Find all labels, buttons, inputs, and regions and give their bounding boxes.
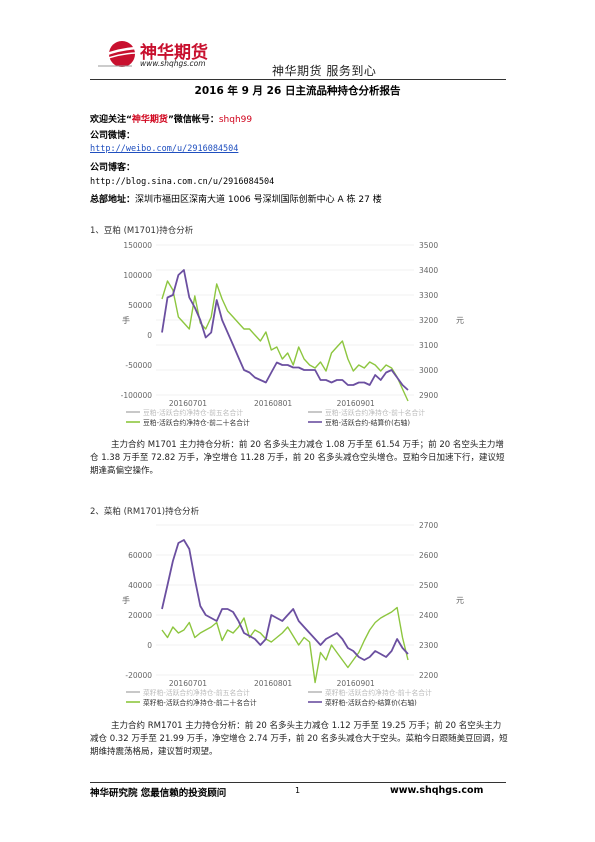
- y2-tick-label: 3100: [419, 341, 438, 350]
- address-line: 总部地址：深圳市福田区深南大道 1006 号深圳国际创新中心 A 栋 27 楼: [90, 195, 382, 205]
- series-line-settlement-price: [161, 539, 409, 661]
- x-tick-label: 20160901: [337, 679, 375, 688]
- y-tick-label: -100000: [121, 391, 153, 400]
- y2-tick-label: 3200: [419, 316, 438, 325]
- x-tick-label: 20160701: [169, 399, 207, 408]
- legend-label: 菜籽粕-活跃合约-结算价(右轴): [325, 698, 417, 707]
- logo-text: 神华期货: [140, 43, 208, 63]
- chart-soymeal-svg: 3500 3400 3300 3200 3100 3000 2900 150000 100000…: [118, 237, 466, 429]
- header-slogan: 神华期货 服务到心: [272, 64, 377, 78]
- legend-label: 豆粕-活跃合约净持仓-前五名合计: [143, 408, 243, 417]
- legend-label: 豆粕-活跃合约净持仓-前十名合计: [325, 408, 425, 417]
- report-title: 2016 年 9 月 26 日主流品种持仓分析报告: [194, 85, 401, 97]
- blog-url[interactable]: http://blog.sina.com.cn/u/2916084504: [90, 177, 275, 187]
- y2-tick-label: 2200: [419, 671, 438, 680]
- footer-url[interactable]: www.shqhgs.com: [390, 785, 484, 796]
- y-tick-label: 40000: [128, 581, 152, 590]
- y2-tick-label: 2500: [419, 581, 438, 590]
- x-tick-label: 20160801: [254, 399, 292, 408]
- chart-rapeseed: 2700 2600 2500 2400 2300 2200 60000 40000 20000 0…: [118, 517, 466, 709]
- y2-axis-label: 元: [456, 596, 464, 605]
- y-tick-label: 0: [147, 331, 152, 340]
- chart-soymeal: 3500 3400 3300 3200 3100 3000 2900 150000 100000…: [118, 237, 466, 429]
- y-tick-label: 100000: [123, 271, 152, 280]
- header-divider: [90, 79, 506, 80]
- wechat-brand: 神华期货: [131, 115, 168, 125]
- chart-rapeseed-svg: 2700 2600 2500 2400 2300 2200 60000 40000 20000 0…: [118, 517, 466, 709]
- wechat-line: 欢迎关注“神华期货”微信帐号：shqh99: [90, 115, 253, 125]
- y-axis-label: 手: [122, 595, 130, 605]
- legend-label: 豆粕-活跃合约净持仓-前二十名合计: [143, 418, 250, 427]
- y-axis-label: 手: [122, 315, 130, 325]
- series-line-net-position: [161, 606, 409, 684]
- y-tick-label: 20000: [128, 611, 152, 620]
- company-logo-icon: [93, 41, 137, 67]
- section-title-rapeseed: 2、菜粕 (RM1701)持仓分析: [90, 507, 200, 517]
- legend-label: 菜籽粕-活跃合约净持仓-前二十名合计: [143, 698, 257, 707]
- y2-tick-label: 3300: [419, 291, 438, 300]
- legend-label: 菜籽粕-活跃合约净持仓-前十名合计: [325, 688, 432, 697]
- y2-tick-label: 2700: [419, 521, 438, 530]
- y2-tick-label: 2300: [419, 641, 438, 650]
- footer-divider: [90, 782, 506, 783]
- y2-tick-label: 3400: [419, 266, 438, 275]
- section-title-soymeal: 1、豆粕 (M1701)持仓分析: [90, 226, 194, 236]
- analysis-rapeseed: 主力合约 RM1701 主力持仓分析：前 20 名多头主力减仓 1.12 万手至…: [90, 721, 508, 757]
- y-tick-label: 50000: [128, 301, 152, 310]
- legend-label: 菜籽粕-活跃合约净持仓-前五名合计: [143, 688, 250, 697]
- wechat-id: shqh99: [218, 115, 253, 125]
- y2-tick-label: 2900: [419, 391, 438, 400]
- chart-background: [118, 237, 466, 429]
- y2-tick-label: 2400: [419, 611, 438, 620]
- series-line-settlement-price: [161, 269, 409, 391]
- x-tick-label: 20160901: [337, 399, 375, 408]
- x-tick-label: 20160701: [169, 679, 207, 688]
- footer-tagline: 神华研究院 您最信赖的投资顾问: [90, 788, 227, 799]
- logo-url: www.shqhgs.com: [140, 59, 206, 68]
- page-number: 1: [295, 786, 301, 795]
- analysis-soymeal: 主力合约 M1701 主力持仓分析：前 20 名多头主力减仓 1.08 万手至 …: [90, 440, 505, 476]
- legend-label: 豆粕-活跃合约-结算价(右轴): [325, 418, 410, 427]
- y-tick-label: -20000: [125, 671, 152, 680]
- y-tick-label: 60000: [128, 551, 152, 560]
- y-tick-label: 150000: [123, 241, 152, 250]
- weibo-label: 公司微博：: [90, 131, 136, 141]
- y2-tick-label: 2600: [419, 551, 438, 560]
- y2-tick-label: 3000: [419, 366, 438, 375]
- y2-tick-label: 3500: [419, 241, 438, 250]
- y2-axis-label: 元: [456, 316, 464, 325]
- blog-label: 公司博客：: [90, 163, 136, 173]
- weibo-link[interactable]: http://weibo.com/u/2916084504: [90, 144, 239, 154]
- y-tick-label: -50000: [125, 361, 152, 370]
- x-tick-label: 20160801: [254, 679, 292, 688]
- y-tick-label: 0: [147, 641, 152, 650]
